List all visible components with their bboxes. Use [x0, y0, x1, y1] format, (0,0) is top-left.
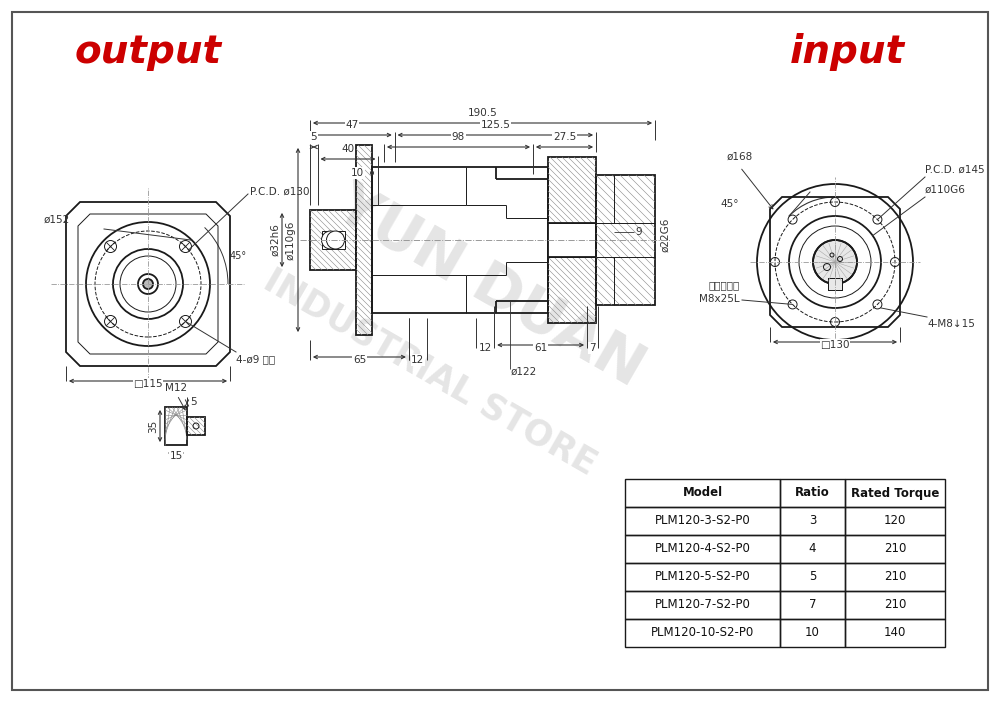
Text: 40: 40	[341, 144, 355, 154]
Text: 210: 210	[884, 599, 906, 611]
Bar	[625, 591, 780, 619]
Text: input: input	[790, 33, 905, 71]
Bar	[356, 145, 372, 335]
Text: □115: □115	[133, 379, 163, 389]
Bar	[596, 175, 655, 305]
Text: PLM120-3-S2-P0: PLM120-3-S2-P0	[655, 515, 750, 527]
Bar	[187, 417, 205, 435]
Circle shape	[143, 279, 153, 289]
Text: PLM120-4-S2-P0: PLM120-4-S2-P0	[655, 543, 750, 555]
Text: □130: □130	[820, 340, 850, 350]
Bar	[780, 535, 845, 563]
Text: 7: 7	[589, 343, 596, 353]
Text: ø32h6: ø32h6	[270, 223, 280, 256]
Text: YUN DUAN: YUN DUAN	[325, 176, 655, 399]
Text: 35: 35	[148, 419, 158, 432]
Text: 12: 12	[478, 343, 492, 353]
Text: ø110G6: ø110G6	[925, 185, 966, 195]
Text: M12: M12	[165, 383, 187, 393]
Bar	[625, 507, 780, 535]
Text: ø22G6: ø22G6	[660, 218, 670, 252]
Text: 4-ø9 贯穿: 4-ø9 贯穿	[236, 354, 275, 364]
Bar	[372, 167, 548, 313]
Bar	[322, 231, 344, 249]
Bar	[845, 507, 945, 535]
Text: 4: 4	[809, 543, 816, 555]
Text: P.C.D. ø145: P.C.D. ø145	[925, 165, 985, 175]
Text: Model: Model	[682, 486, 723, 500]
Text: 65: 65	[353, 355, 366, 365]
Text: 190.5: 190.5	[468, 108, 497, 118]
Bar	[845, 535, 945, 563]
Text: 140: 140	[884, 626, 906, 640]
Text: 45°: 45°	[230, 251, 247, 261]
Text: ø168: ø168	[727, 152, 753, 162]
Text: 210: 210	[884, 571, 906, 583]
Bar	[310, 210, 356, 270]
Text: 12: 12	[411, 355, 425, 365]
Text: Ratio: Ratio	[795, 486, 830, 500]
Circle shape	[813, 240, 857, 284]
Text: 4-M8↓15: 4-M8↓15	[927, 319, 975, 329]
Text: 210: 210	[884, 543, 906, 555]
Bar	[780, 507, 845, 535]
Text: 9: 9	[636, 227, 642, 237]
Text: 10: 10	[351, 168, 364, 178]
Text: 5: 5	[809, 571, 816, 583]
Text: PLM120-10-S2-P0: PLM120-10-S2-P0	[651, 626, 754, 640]
Text: 7: 7	[809, 599, 816, 611]
Text: INDUSTRIAL STORE: INDUSTRIAL STORE	[258, 263, 602, 482]
Bar	[780, 619, 845, 647]
Text: 10: 10	[805, 626, 820, 640]
Bar	[625, 563, 780, 591]
Text: ø152: ø152	[44, 215, 70, 225]
Text: output: output	[75, 33, 222, 71]
Text: ø110g6: ø110g6	[286, 220, 296, 260]
Bar	[625, 479, 780, 507]
Text: 98: 98	[452, 132, 465, 142]
Text: ø122: ø122	[511, 367, 537, 377]
Bar	[845, 591, 945, 619]
Text: 47: 47	[346, 120, 359, 130]
Bar	[780, 479, 845, 507]
Text: P.C.D. ø130: P.C.D. ø130	[250, 187, 310, 197]
Text: 5: 5	[190, 397, 197, 407]
Text: 120: 120	[884, 515, 906, 527]
Bar	[625, 619, 780, 647]
Bar	[780, 591, 845, 619]
Text: PLM120-7-S2-P0: PLM120-7-S2-P0	[655, 599, 750, 611]
Bar	[828, 278, 842, 290]
Bar	[845, 563, 945, 591]
Text: 61: 61	[534, 343, 547, 353]
Bar	[165, 407, 187, 445]
Text: 15: 15	[169, 451, 183, 461]
Text: 5: 5	[310, 132, 317, 142]
Bar	[548, 223, 596, 257]
Text: 125.5: 125.5	[480, 120, 510, 130]
Bar	[548, 157, 596, 323]
Circle shape	[322, 231, 340, 249]
Text: 27.5: 27.5	[553, 132, 576, 142]
Bar	[828, 278, 842, 290]
Text: 3: 3	[809, 515, 816, 527]
Bar	[625, 535, 780, 563]
Bar	[845, 479, 945, 507]
Text: 45°: 45°	[721, 199, 739, 209]
Text: PLM120-5-S2-P0: PLM120-5-S2-P0	[655, 571, 750, 583]
Text: 内六角螺丝
M8x25L: 内六角螺丝 M8x25L	[699, 280, 740, 303]
Bar	[845, 619, 945, 647]
Text: Rated Torque: Rated Torque	[851, 486, 939, 500]
Bar	[780, 563, 845, 591]
Circle shape	[326, 231, 344, 249]
